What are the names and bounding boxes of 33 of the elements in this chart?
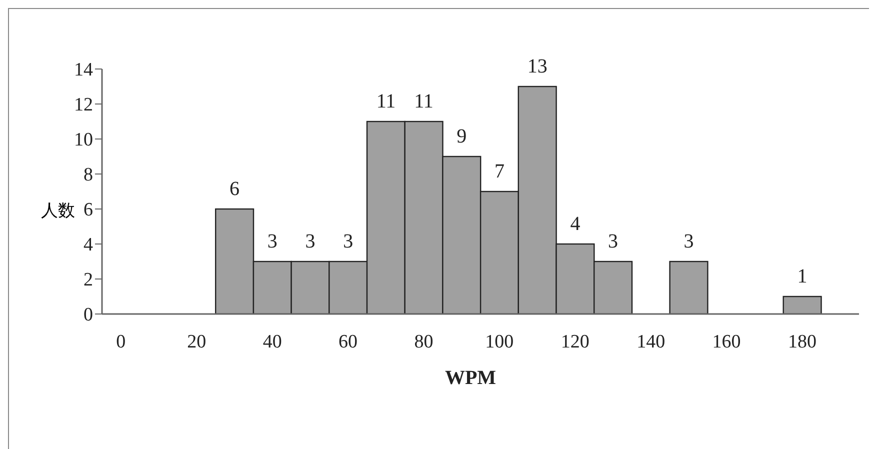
y-tick-label: 0 [84,304,93,326]
x-tick-label: 120 [560,331,590,352]
data-label: 1 [797,266,808,288]
data-label: 3 [684,230,694,252]
x-tick-label: 140 [636,331,666,352]
x-tick-label: 40 [262,331,282,352]
x-tick-label: 20 [187,331,206,352]
data-label: 9 [456,126,467,148]
data-label: 11 [414,90,434,112]
x-tick-label: 60 [338,331,358,352]
x-tick-label: 100 [485,331,514,352]
y-axis-title: 人数 [41,200,75,222]
y-tick-label: 14 [74,60,94,81]
data-label: 3 [343,230,354,252]
y-tick-label: 4 [84,234,94,256]
y-tick-label: 2 [84,270,93,291]
data-label: 13 [527,56,548,78]
x-tick-label: 0 [116,331,126,352]
data-label: 6 [230,178,240,200]
x-tick-label: 80 [414,331,434,352]
y-tick-label: 10 [74,130,93,151]
x-tick-label: 180 [788,331,816,352]
data-label: 11 [376,90,396,112]
y-tick-label: 12 [74,94,93,116]
y-tick-label: 8 [84,164,93,186]
data-label: 3 [267,230,278,252]
x-axis-title: WPM [444,367,496,389]
y-tick-label: 6 [84,200,93,221]
data-label: 3 [305,230,316,252]
data-label: 3 [608,230,618,252]
x-tick-label: 160 [712,331,741,352]
data-label: 4 [570,213,580,235]
data-label: 7 [494,160,504,182]
